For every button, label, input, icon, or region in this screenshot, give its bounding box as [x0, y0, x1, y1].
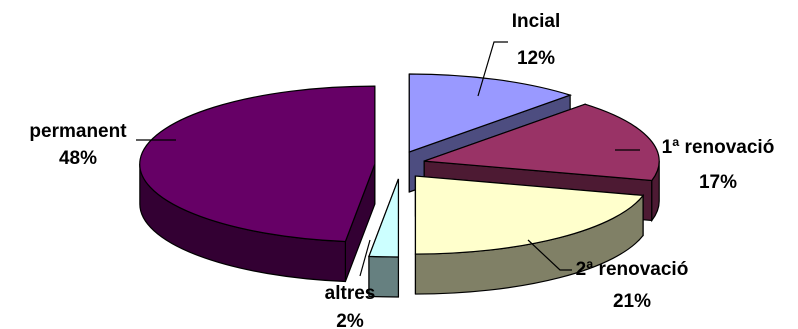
- label-2a-renovacio-value: 21%: [613, 291, 651, 312]
- label-incial-name: Incial: [512, 11, 561, 32]
- label-altres-value: 2%: [336, 311, 364, 329]
- slice-tops: [139, 73, 660, 258]
- leader-lines: [136, 41, 640, 277]
- label-permanent-name: permanent: [29, 121, 127, 142]
- leader-2a-renovacio: [527, 239, 572, 271]
- label-altres-name: altres: [325, 283, 376, 304]
- slice-4-top: [139, 85, 376, 243]
- label-incial-value: 12%: [517, 48, 555, 69]
- label-2a-renovacio-name: 2ª renovació: [576, 259, 689, 280]
- label-permanent-value: 48%: [59, 148, 97, 169]
- slice-1-top: [424, 103, 660, 182]
- leader-altres: [359, 239, 371, 277]
- label-1a-renovacio-name: 1ª renovació: [662, 137, 775, 158]
- label-1a-renovacio-value: 17%: [699, 172, 737, 193]
- slice-3-top: [368, 178, 400, 258]
- leader-incial: [477, 41, 508, 97]
- slice-0-top: [408, 73, 573, 153]
- slice-2-top: [414, 175, 645, 255]
